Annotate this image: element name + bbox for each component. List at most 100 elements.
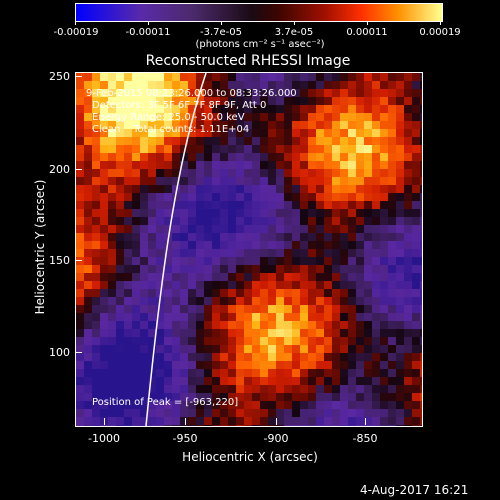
heatmap-cell [108,193,116,201]
heatmap-cell [92,273,100,281]
heatmap-cell [420,137,422,145]
heatmap-cell [356,97,364,105]
heatmap-cell [396,329,404,337]
heatmap-cell [404,153,412,161]
heatmap-cell [260,121,268,129]
heatmap-cell [84,337,92,345]
heatmap-cell [420,217,422,225]
heatmap-cell [180,353,188,361]
heatmap-cell [380,289,388,297]
heatmap-cell [76,297,84,305]
heatmap-cell [332,201,340,209]
heatmap-cell [140,417,148,425]
heatmap-cell [220,97,228,105]
heatmap-cell [84,201,92,209]
heatmap-cell [324,273,332,281]
heatmap-cell [244,217,252,225]
heatmap-cell [108,113,116,121]
heatmap-cell [420,89,422,97]
heatmap-cell [132,105,140,113]
heatmap-cell [292,305,300,313]
heatmap-cell [276,425,284,426]
heatmap-cell [412,89,420,97]
heatmap-cell [124,105,132,113]
heatmap-cell [188,249,196,257]
heatmap-cell [236,73,244,81]
heatmap-cell [380,89,388,97]
heatmap-cell [100,241,108,249]
heatmap-cell [188,273,196,281]
heatmap-cell [92,225,100,233]
heatmap-cell [324,209,332,217]
heatmap-cell [212,177,220,185]
heatmap-cell [412,193,420,201]
heatmap-cell [388,161,396,169]
heatmap-cell [260,113,268,121]
heatmap-cell [180,241,188,249]
heatmap-cell [404,201,412,209]
heatmap-cell [228,121,236,129]
heatmap-cell [268,329,276,337]
heatmap-cell [156,105,164,113]
heatmap-cell [284,113,292,121]
heatmap-cell [228,153,236,161]
heatmap-cell [196,201,204,209]
heatmap-cell [140,425,148,426]
heatmap-cell [244,337,252,345]
heatmap-cell [236,201,244,209]
heatmap-cell [412,345,420,353]
heatmap-cell [148,385,156,393]
heatmap-cell [172,297,180,305]
heatmap-cell [316,121,324,129]
heatmap-cell [260,281,268,289]
heatmap-cell [372,97,380,105]
heatmap-cell [252,361,260,369]
heatmap-cell [124,337,132,345]
heatmap-cell [404,129,412,137]
heatmap-cell [116,321,124,329]
heatmap-cell [388,377,396,385]
heatmap-cell [348,209,356,217]
heatmap-cell [364,177,372,185]
heatmap-cell [260,177,268,185]
heatmap-cell [332,289,340,297]
heatmap-cell [404,121,412,129]
heatmap-cell [124,153,132,161]
heatmap-cell [116,417,124,425]
heatmap-cell [388,81,396,89]
heatmap-cell [252,321,260,329]
heatmap-cell [356,105,364,113]
heatmap-cell [340,369,348,377]
heatmap-cell [140,369,148,377]
heatmap-cell [388,97,396,105]
heatmap-cell [100,289,108,297]
heatmap-cell [324,385,332,393]
heatmap-cell [140,385,148,393]
heatmap-cell [164,401,172,409]
heatmap-cell [76,385,84,393]
heatmap-cell [108,369,116,377]
heatmap-cell [340,313,348,321]
heatmap-cell [404,361,412,369]
heatmap-cell [388,73,396,81]
heatmap-cell [148,201,156,209]
heatmap-cell [316,193,324,201]
heatmap-cell [252,329,260,337]
heatmap-cell [268,81,276,89]
heatmap-cell [340,81,348,89]
heatmap-cell [308,361,316,369]
heatmap-cell [284,393,292,401]
heatmap-cell [100,329,108,337]
heatmap-cell [252,97,260,105]
heatmap-cell [204,409,212,417]
heatmap-cell [108,345,116,353]
heatmap-cell [188,417,196,425]
heatmap-cell [308,345,316,353]
solar-limb-line [145,73,207,426]
heatmap-cell [212,249,220,257]
heatmap-cell [172,145,180,153]
heatmap-cell [108,233,116,241]
heatmap-cell [236,361,244,369]
heatmap-cell [364,129,372,137]
heatmap-cell [372,425,380,426]
